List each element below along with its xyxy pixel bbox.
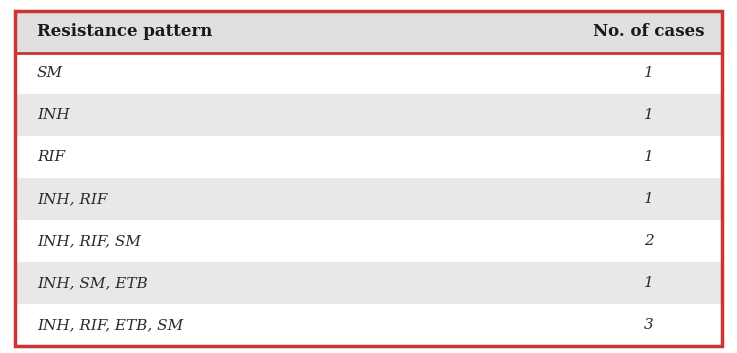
Text: 1: 1 [643,192,654,206]
Text: 1: 1 [643,276,654,290]
Text: INH, RIF, SM: INH, RIF, SM [37,234,141,248]
Bar [15,304,722,346]
Bar [15,178,722,220]
Bar [15,94,722,136]
Text: Resistance pattern: Resistance pattern [37,23,212,40]
Text: INH, RIF, ETB, SM: INH, RIF, ETB, SM [37,318,183,332]
Text: INH: INH [37,108,69,122]
Text: INH, SM, ETB: INH, SM, ETB [37,276,147,290]
Text: 3: 3 [643,318,654,332]
Text: 1: 1 [643,150,654,164]
Text: RIF: RIF [37,150,65,164]
Text: 1: 1 [643,108,654,122]
Text: 2: 2 [643,234,654,248]
Bar [15,11,722,53]
Text: No. of cases: No. of cases [593,23,705,40]
Bar [15,262,722,304]
Text: INH, RIF: INH, RIF [37,192,108,206]
Text: 1: 1 [643,66,654,80]
Bar [15,53,722,94]
Text: SM: SM [37,66,63,80]
Bar [15,220,722,262]
Bar [15,136,722,178]
